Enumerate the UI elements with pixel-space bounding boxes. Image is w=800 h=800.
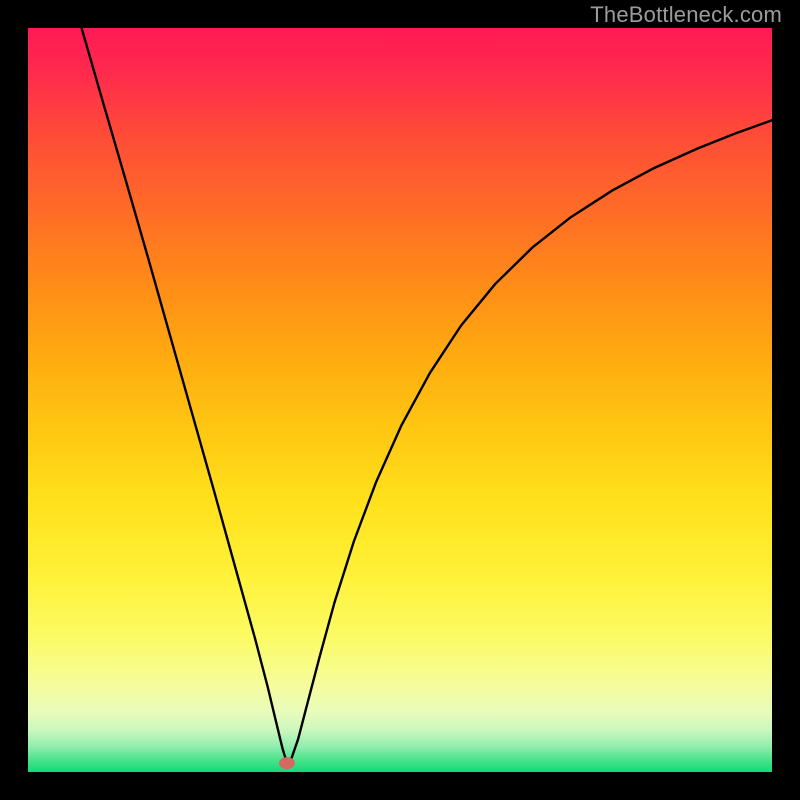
chart-container: TheBottleneck.com bbox=[0, 0, 800, 800]
chart-svg bbox=[0, 0, 800, 800]
plot-background bbox=[28, 28, 772, 772]
watermark-text: TheBottleneck.com bbox=[590, 2, 782, 28]
minimum-marker bbox=[279, 757, 295, 769]
